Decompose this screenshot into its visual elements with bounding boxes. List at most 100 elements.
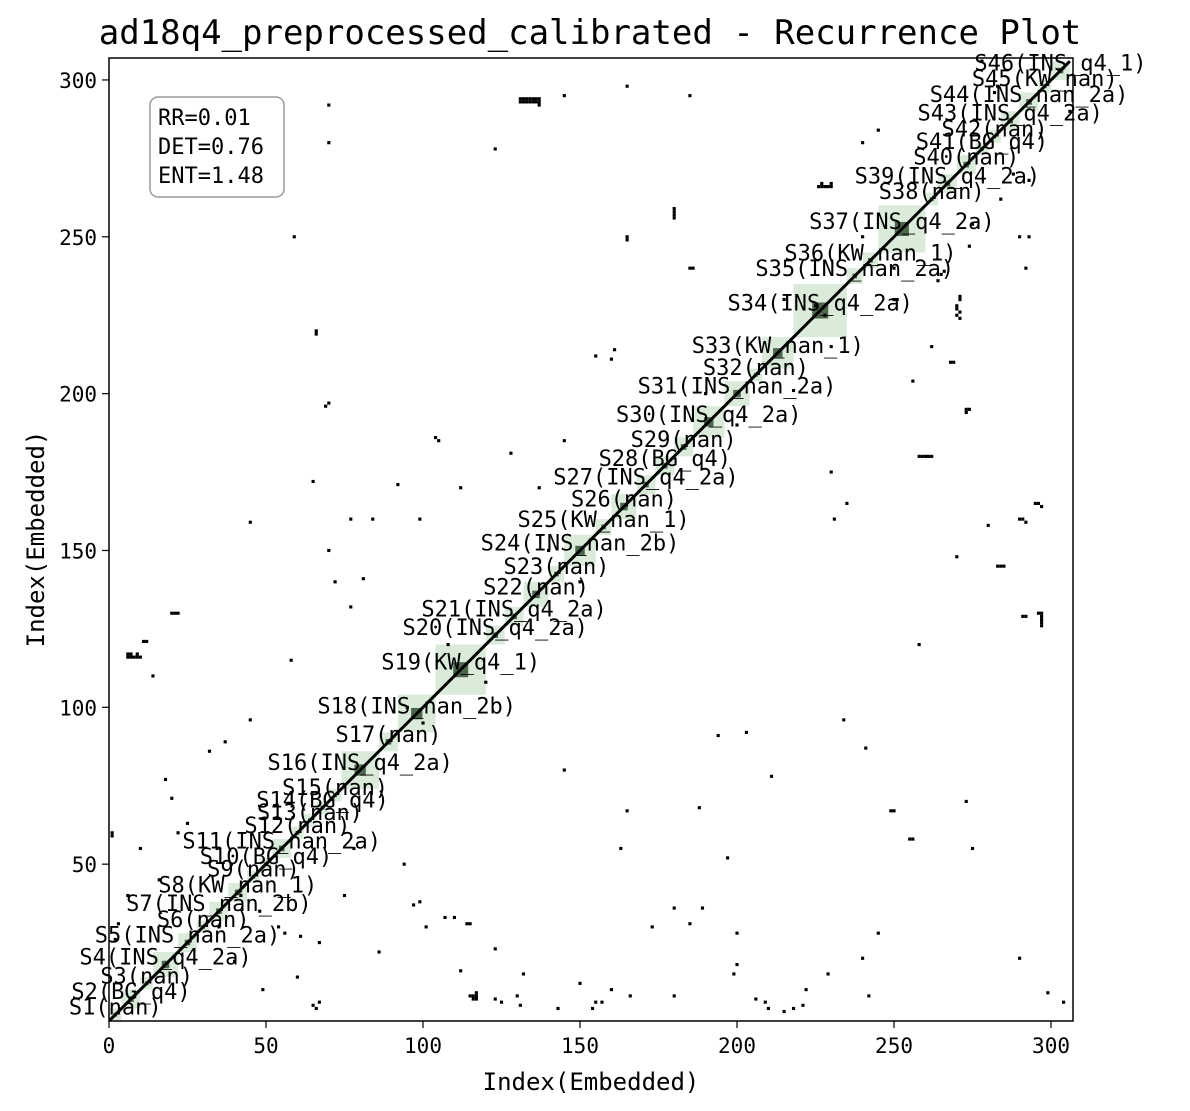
- recurrence-point: [493, 147, 497, 151]
- recurrence-point: [930, 345, 934, 349]
- segment-label-18: S18(INS_nan_2b): [317, 695, 516, 720]
- segment-label-45: S45(KW_nan): [972, 67, 1118, 92]
- recurrence-point: [911, 379, 915, 383]
- recurrence-point: [895, 297, 899, 302]
- recurrence-point: [452, 915, 456, 920]
- recurrence-point: [1027, 235, 1031, 239]
- recurrence-point: [958, 310, 962, 314]
- recurrence-point: [754, 997, 758, 1001]
- segment-label-9: S9(nan): [207, 858, 300, 883]
- recurrence-point: [289, 658, 293, 662]
- segment-label-32: S32(nan): [703, 356, 809, 381]
- recurrence-point: [295, 975, 299, 979]
- segment-label-2: S2(BG_q4): [71, 980, 190, 1005]
- segment-label-1: S1(nan): [69, 996, 162, 1021]
- segment-label-31: S31(INS_nan_2a): [638, 375, 837, 400]
- recurrence-point: [876, 931, 880, 935]
- recurrence-point: [823, 313, 827, 317]
- recurrence-point: [955, 304, 959, 308]
- segment-label-14: S14(BG_q4): [256, 789, 388, 814]
- x-tick-label: 300: [1032, 1034, 1070, 1058]
- y-tick-label: 50: [72, 853, 97, 877]
- recurrence-point: [518, 1003, 522, 1007]
- x-tick-label: 0: [103, 1034, 116, 1058]
- segment-label-19: S19(KW_q4_1): [381, 651, 540, 676]
- recurrence-point: [688, 266, 692, 270]
- recurrence-point: [1046, 991, 1050, 995]
- recurrence-point: [471, 994, 475, 998]
- segment-label-4: S4(INS_q4_2a): [79, 946, 251, 971]
- recurrence-point: [239, 893, 243, 898]
- segment-label-10: S10(BG_q4): [200, 845, 332, 870]
- recurrence-point: [1036, 501, 1041, 505]
- recurrence-point: [861, 235, 865, 239]
- recurrence-point: [996, 84, 1000, 88]
- recurrence-point: [892, 266, 896, 270]
- segment-label-23: S23(nan): [503, 555, 609, 580]
- recurrence-point: [820, 185, 824, 189]
- segment-label-3: S3(nan): [100, 964, 193, 989]
- recurrence-point: [342, 893, 347, 898]
- recurrence-point: [964, 407, 968, 411]
- recurrence-point: [371, 517, 375, 521]
- segment-label-24: S24(INS_nan_2b): [481, 531, 680, 556]
- recurrence-point: [591, 1006, 595, 1011]
- recurrence-point: [418, 517, 422, 521]
- recurrence-point: [864, 746, 868, 750]
- x-tick-label: 200: [718, 1034, 756, 1058]
- recurrence-point: [829, 470, 833, 474]
- recurrence-point: [955, 307, 959, 311]
- recurrence-point: [138, 655, 142, 659]
- recurrence-point: [298, 934, 303, 938]
- segment-label-5: S5(INS_nan_2a): [95, 924, 280, 949]
- recurrence-point: [628, 994, 632, 998]
- recurrence-point: [261, 988, 265, 992]
- recurrence-point: [744, 730, 749, 734]
- segment-label-40: S40(nan): [913, 146, 1019, 171]
- recurrence-point: [327, 103, 331, 107]
- recurrence-point: [562, 439, 566, 443]
- x-tick-label: 150: [561, 1034, 599, 1058]
- recurrence-point: [311, 479, 315, 484]
- recurrence-point: [1018, 517, 1022, 521]
- recurrence-point: [782, 1010, 786, 1014]
- recurrence-point: [999, 197, 1003, 201]
- segment-label-21: S21(INS_q4_2a): [421, 597, 606, 622]
- segment-label-30: S30(INS_q4_2a): [616, 403, 801, 428]
- recurrence-point: [964, 799, 968, 803]
- recurrence-point: [1024, 614, 1028, 618]
- y-tick-label: 300: [59, 69, 97, 93]
- segment-label-36: S36(KW_nan_1): [784, 241, 956, 266]
- recurrence-point: [763, 1000, 767, 1004]
- recurrence-point: [782, 297, 786, 302]
- recurrence-point: [531, 97, 535, 101]
- recurrence-point: [170, 796, 174, 800]
- segment-label-43: S43(INS_q4_2a): [917, 102, 1102, 127]
- recurrence-point: [138, 846, 142, 851]
- recurrence-point: [126, 655, 130, 659]
- segment-label-12: S12(nan): [244, 814, 350, 839]
- recurrence-point: [207, 749, 212, 753]
- segment-label-13: S13(nan): [257, 801, 363, 826]
- stats-box-frame: [149, 96, 285, 198]
- recurrence-point: [509, 451, 513, 455]
- recurrence-point: [534, 97, 538, 101]
- recurrence-point: [1040, 614, 1044, 618]
- recurrence-point: [1040, 504, 1044, 509]
- x-axis-label: Index(Embedded): [483, 1068, 700, 1096]
- recurrence-point: [173, 611, 177, 615]
- recurrence-point: [619, 846, 623, 851]
- segment-label-26: S26(nan): [571, 488, 677, 513]
- recurrence-point: [493, 997, 497, 1001]
- segment-label-38: S38(nan): [879, 180, 985, 205]
- recurrence-diagonal: [109, 60, 1071, 1021]
- recurrence-point: [1024, 266, 1028, 270]
- x-tick-label: 250: [875, 1034, 913, 1058]
- recurrence-point: [352, 846, 356, 851]
- recurrence-point: [732, 972, 736, 976]
- recurrence-point: [942, 269, 946, 273]
- recurrence-point: [625, 809, 629, 813]
- recurrence-point: [317, 1000, 321, 1004]
- recurrence-point: [791, 388, 796, 393]
